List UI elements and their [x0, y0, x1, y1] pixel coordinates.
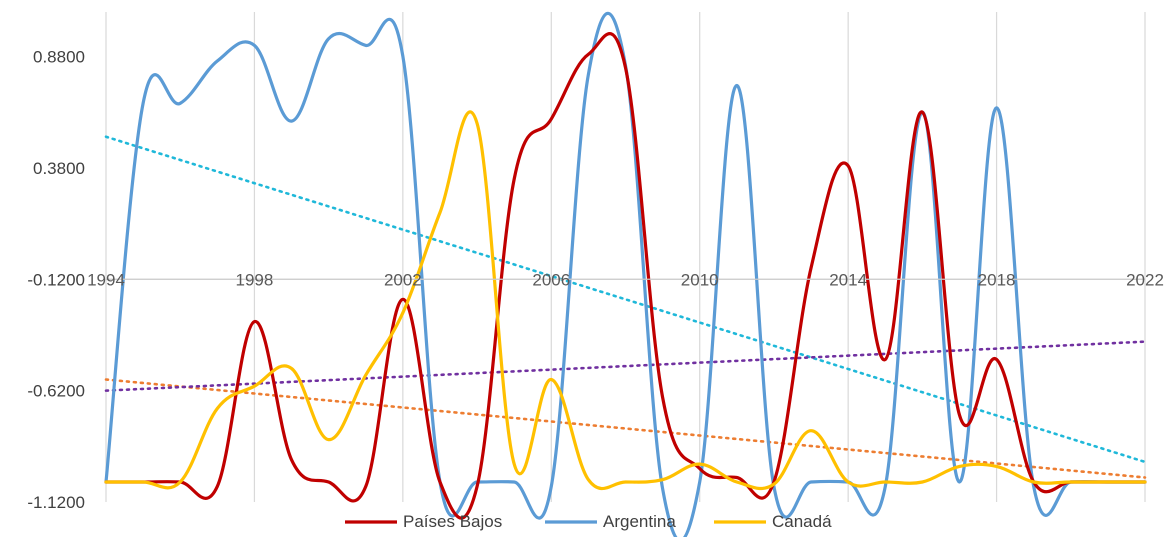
y-tick-label: 0.3800	[33, 159, 85, 178]
x-tick-label: 1998	[236, 270, 274, 289]
trendline-canad-	[104, 340, 1147, 392]
x-tick-label: 2002	[384, 270, 422, 289]
trendline-argentina	[104, 135, 1147, 464]
x-tick-label: 2018	[978, 270, 1016, 289]
trendline-pa-ses-bajos	[104, 378, 1147, 479]
legend-label: Argentina	[603, 512, 676, 531]
grid	[105, 12, 1146, 502]
series-lines	[104, 11, 1147, 542]
series-line-canad-	[104, 110, 1147, 491]
series-line-argentina	[104, 11, 1147, 542]
y-tick-label: -0.1200	[27, 270, 85, 289]
legend-label: Canadá	[772, 512, 832, 531]
x-tick-label: 2014	[829, 270, 867, 289]
y-tick-label: -1.1200	[27, 493, 85, 512]
x-tick-label: 1994	[87, 270, 125, 289]
trendlines	[104, 135, 1147, 479]
x-tick-label: 2006	[532, 270, 570, 289]
legend: Países Bajos Argentina Canadá	[345, 512, 832, 531]
legend-label: Países Bajos	[403, 512, 502, 531]
series-line-pa-ses-bajos	[104, 32, 1147, 520]
y-tick-label: 0.8800	[33, 48, 85, 67]
y-tick-label: -0.6200	[27, 382, 85, 401]
x-tick-label: 2010	[681, 270, 719, 289]
axes: 0.8800 0.3800 -0.1200 -0.6200 -1.1200 1994 199…	[27, 48, 1164, 512]
x-tick-label: 2022	[1126, 270, 1164, 289]
